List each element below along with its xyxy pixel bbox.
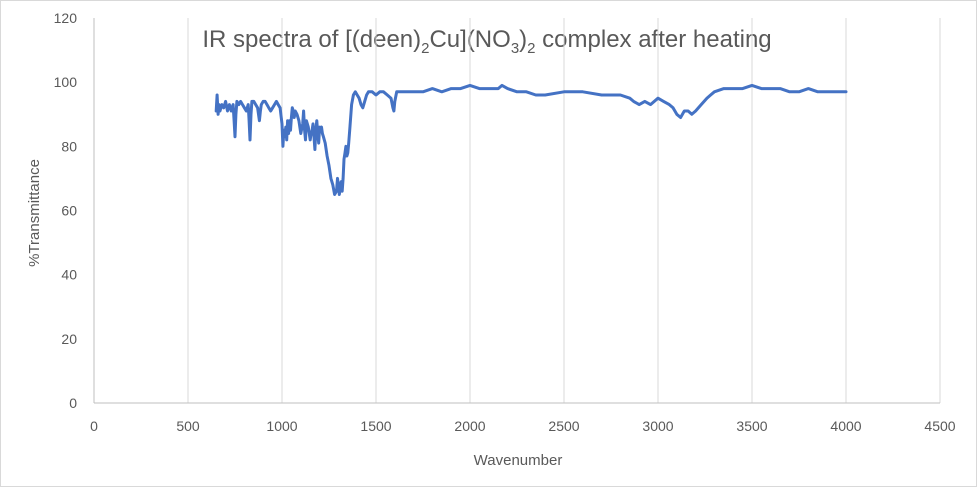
y-tick-labels: 0 20 40 60 80 100 120 xyxy=(54,10,78,411)
x-tick-label: 0 xyxy=(90,418,98,434)
title-part-3: ) xyxy=(519,26,527,53)
y-axis-title: %Transmittance xyxy=(26,159,43,267)
title-subscript-1: 2 xyxy=(421,40,429,57)
x-axis-title: Wavenumber xyxy=(474,452,563,469)
x-tick-label: 4000 xyxy=(830,418,861,434)
y-tick-label: 60 xyxy=(61,203,77,219)
title-part-1: IR spectra of [(deen) xyxy=(202,26,421,53)
y-tick-label: 80 xyxy=(61,138,77,154)
x-tick-labels: 0 500 1000 1500 2000 2500 3000 3500 4000 4500 xyxy=(90,418,956,434)
chart-title: IR spectra of [(deen)2Cu](NO3)2 complex … xyxy=(202,26,771,57)
y-tick-label: 0 xyxy=(69,395,77,411)
x-tick-label: 3000 xyxy=(642,418,673,434)
series-line xyxy=(214,83,848,196)
x-tick-label: 500 xyxy=(176,418,200,434)
x-tick-label: 1500 xyxy=(360,418,391,434)
x-tick-label: 2000 xyxy=(454,418,485,434)
axes xyxy=(93,18,940,404)
y-tick-label: 100 xyxy=(54,74,78,90)
y-tick-label: 120 xyxy=(54,10,78,26)
title-subscript-3: 2 xyxy=(527,40,535,57)
x-tick-label: 3500 xyxy=(736,418,767,434)
title-part-4: complex after heating xyxy=(536,26,772,53)
x-tick-label: 2500 xyxy=(548,418,579,434)
x-tick-label: 1000 xyxy=(266,418,297,434)
title-subscript-2: 3 xyxy=(511,40,519,57)
y-tick-label: 20 xyxy=(61,331,77,347)
y-tick-label: 40 xyxy=(61,267,77,283)
gridlines xyxy=(187,18,941,403)
x-tick-label: 4500 xyxy=(924,418,955,434)
